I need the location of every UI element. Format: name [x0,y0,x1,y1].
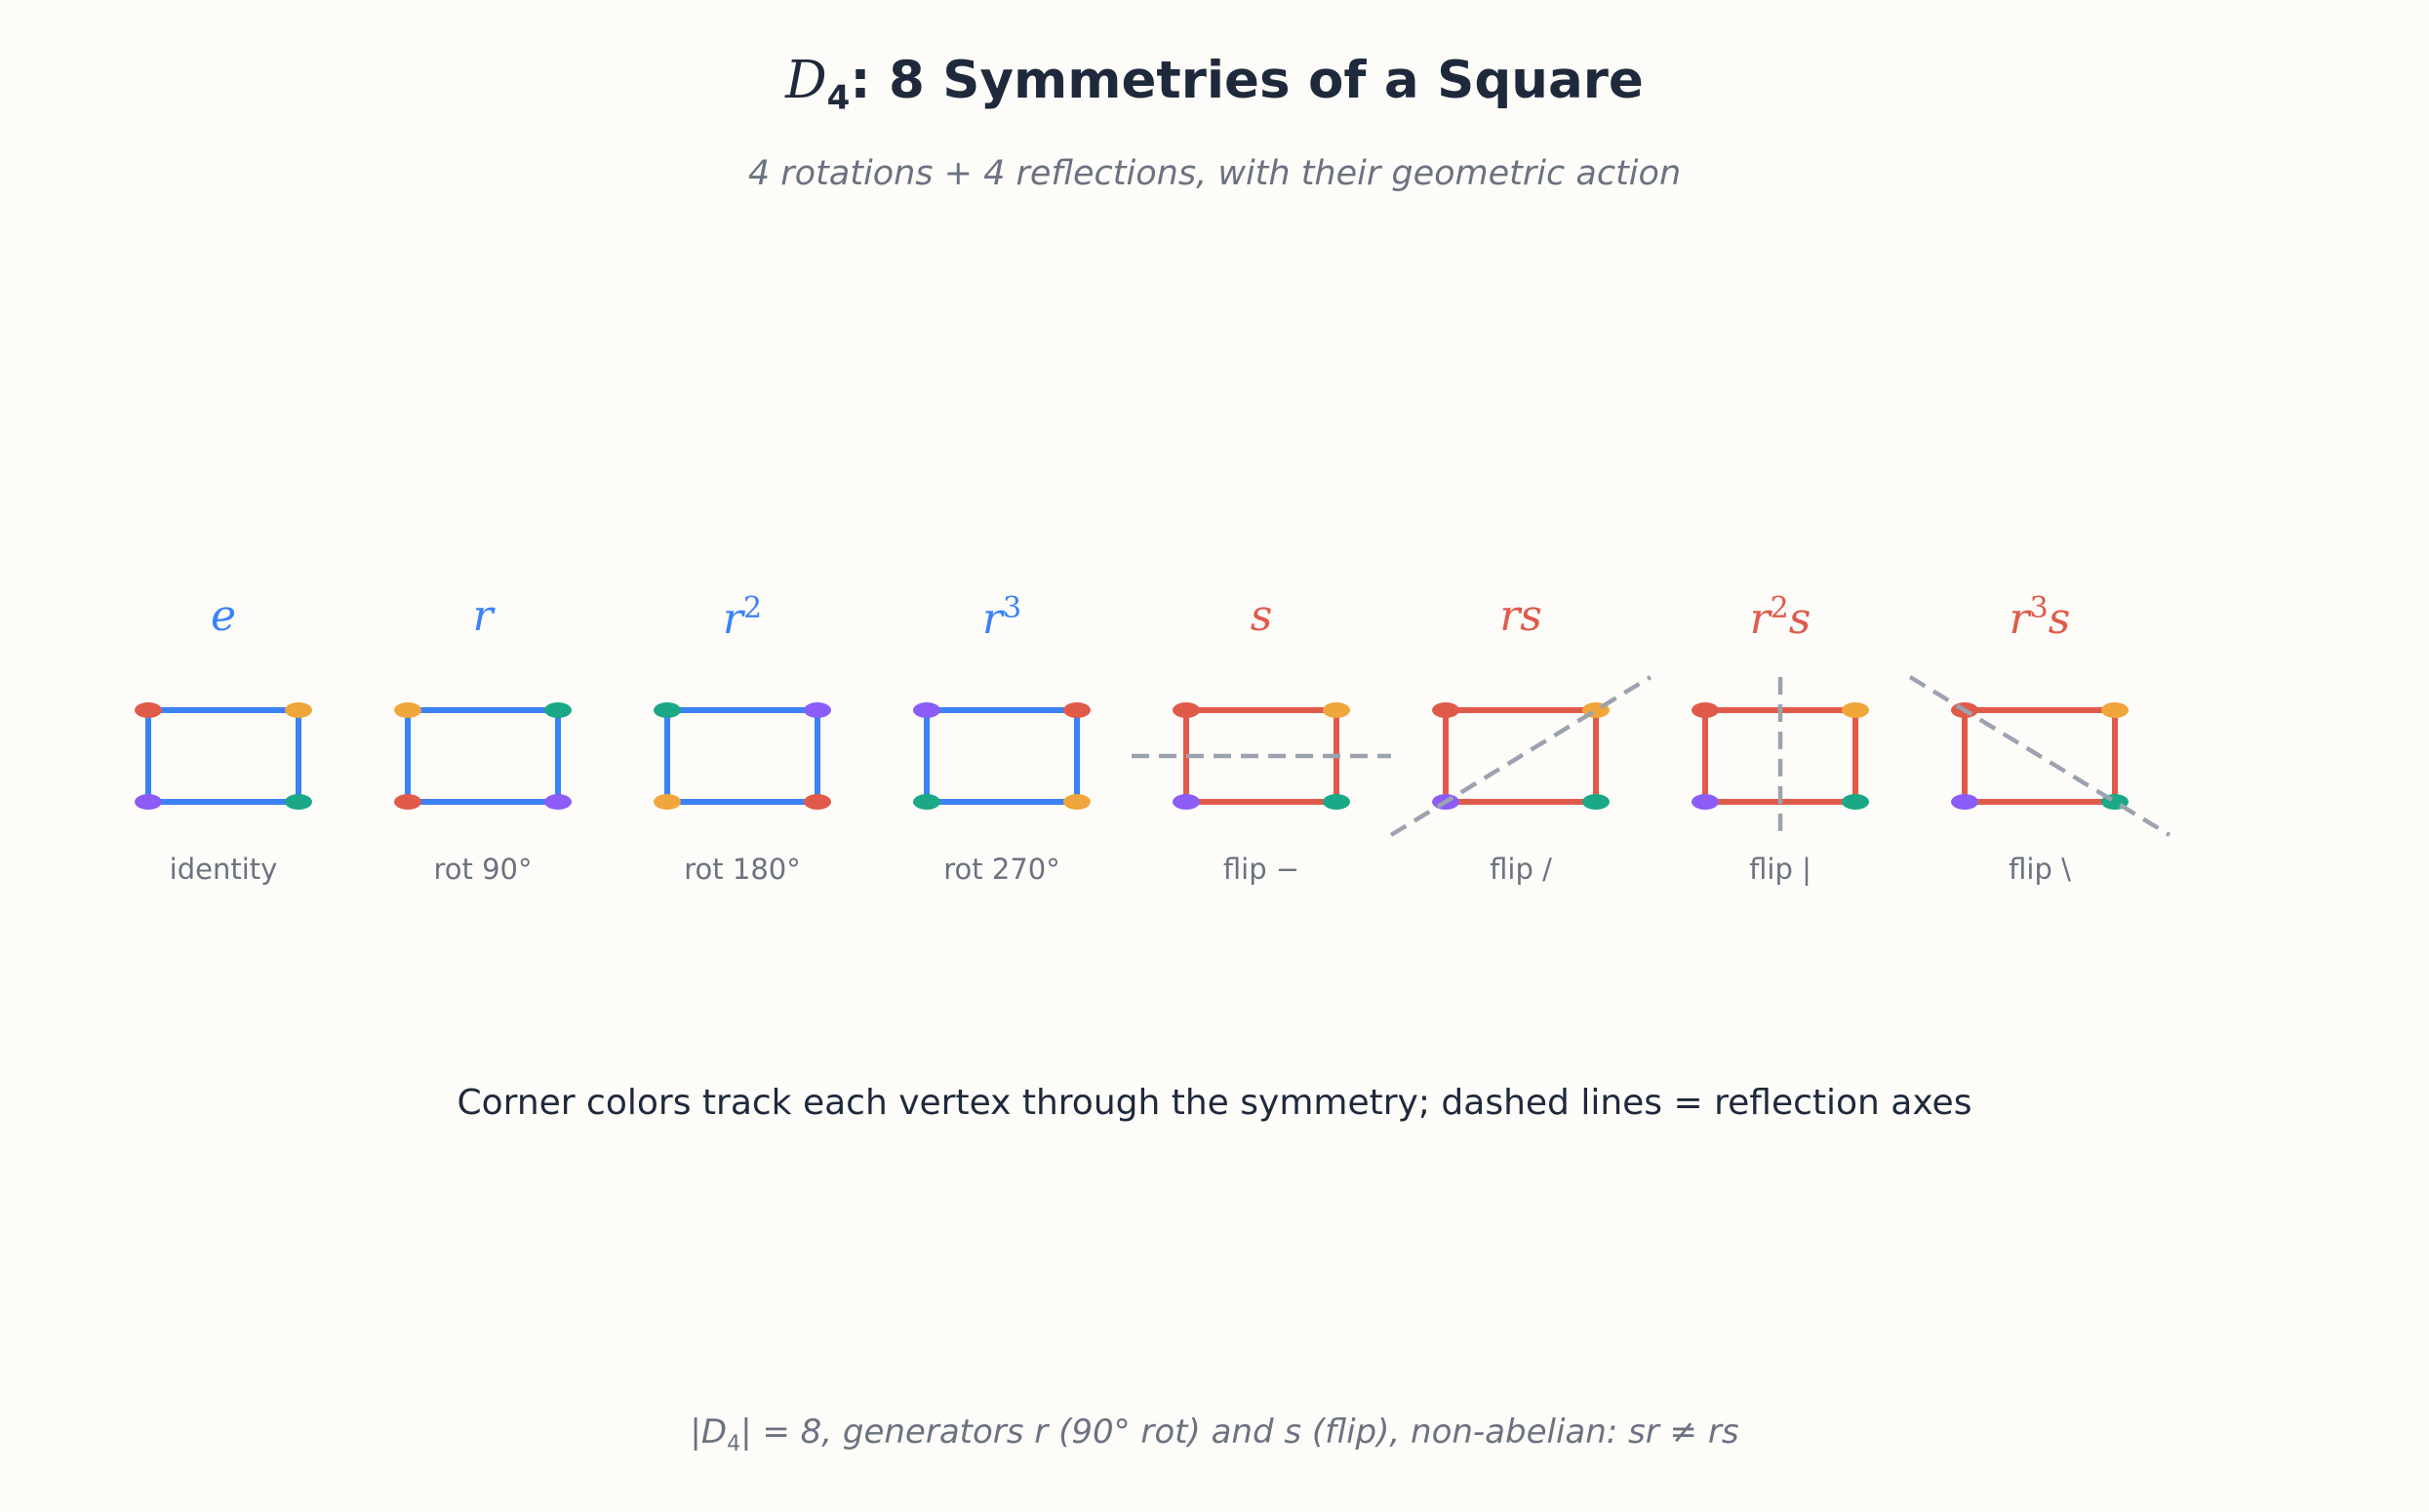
symbol-base: r [2009,594,2030,644]
vertex-dot-tl [394,702,421,718]
square-outline [664,707,820,805]
vertex-dot-br [1323,794,1350,810]
symmetry-caption: flip | [1749,853,1812,886]
square-outline [145,707,301,805]
title-symbol: D [785,51,827,110]
vertex-dot-tl [1173,702,1200,718]
symmetry-caption: flip − [1222,853,1300,886]
vertex-dot-br [804,794,831,810]
symbol-exponent: 2 [1770,591,1789,625]
footer-prefix: |D [690,1413,728,1452]
symbol-base: s [1250,591,1273,641]
symbol-base: r [722,594,743,644]
square-outline [1962,707,2118,805]
vertex-dot-bl [654,794,681,810]
vertex-dot-bl [394,794,421,810]
symbol-exponent: 3 [2029,591,2049,625]
vertex-dot-tr [804,702,831,718]
vertex-dot-tr [1323,702,1350,718]
symmetry-symbol: rs [1423,591,1618,641]
symbol-base: r [981,594,1003,644]
symbol-suffix: s [2048,594,2071,644]
vertex-dot-br [544,794,572,810]
title-text: : 8 Symmetries of a Square [850,51,1644,110]
symbol-base: e [210,591,237,641]
symmetry-2 [394,702,572,810]
footer-subscript: 4 [727,1431,741,1456]
symmetry-symbol: s [1164,591,1359,641]
symmetry-symbol: r2s [1683,591,1878,644]
symmetry-caption: flip \ [2009,853,2071,886]
symmetry-7 [1692,677,1869,835]
symmetry-caption: rot 180° [684,853,801,886]
square-outline [1443,707,1599,805]
symmetry-caption: identity [169,853,278,886]
symmetry-symbol: r3s [1942,591,2137,644]
square-outline [405,707,561,805]
reflection-axis [1389,675,1653,837]
vertex-dot-br [1842,794,1869,810]
symmetry-5 [1132,702,1391,810]
vertex-dot-tr [1063,702,1091,718]
title-subscript: 4 [826,78,851,118]
vertex-dot-tl [654,702,681,718]
symmetry-8 [1908,675,2171,837]
page-subtitle: 4 rotations + 4 reflections, with their … [747,154,1682,193]
symbol-base: r [1749,594,1771,644]
group-order-footer: |D4| = 8, generators r (90° rot) and s (… [0,1413,2429,1456]
vertex-dot-br [1063,794,1091,810]
vertex-dot-bl [1951,794,1978,810]
vertex-dot-br [1582,794,1610,810]
vertex-dot-bl [1173,794,1200,810]
symmetry-4 [913,702,1091,810]
vertex-dot-bl [913,794,940,810]
symbol-suffix: s [1788,594,1812,644]
symmetry-caption: rot 270° [943,853,1060,886]
symmetry-symbol: r2 [645,591,840,644]
vertex-dot-bl [135,794,162,810]
vertex-dot-tl [1432,702,1459,718]
legend-note: Corner colors track each vertex through … [457,1083,1972,1123]
vertex-dot-tl [913,702,940,718]
symmetry-caption: flip / [1490,853,1552,886]
vertex-dot-tr [544,702,572,718]
symmetry-1 [135,702,312,810]
vertex-dot-tr [2101,702,2129,718]
vertex-dot-tr [1842,702,1869,718]
symmetry-caption: rot 90° [433,853,533,886]
symmetry-symbol: e [126,591,321,641]
symmetry-6 [1389,675,1653,837]
symbol-base: rs [1499,591,1542,641]
symmetry-symbol: r [385,591,580,641]
symbol-exponent: 2 [742,591,763,625]
page-title: D4: 8 Symmetries of a Square [0,51,2429,118]
vertex-dot-tr [285,702,312,718]
symbol-exponent: 3 [1002,591,1022,625]
footer-text: | = 8, generators r (90° rot) and s (fli… [740,1413,1739,1452]
vertex-dot-tl [1692,702,1719,718]
square-outline [1183,707,1339,805]
symmetry-3 [654,702,831,810]
symbol-base: r [472,591,494,641]
reflection-axis [1908,675,2171,837]
vertex-dot-br [285,794,312,810]
vertex-dot-bl [1692,794,1719,810]
vertex-dot-tl [135,702,162,718]
symmetry-symbol: r3 [904,591,1099,644]
square-outline [924,707,1080,805]
